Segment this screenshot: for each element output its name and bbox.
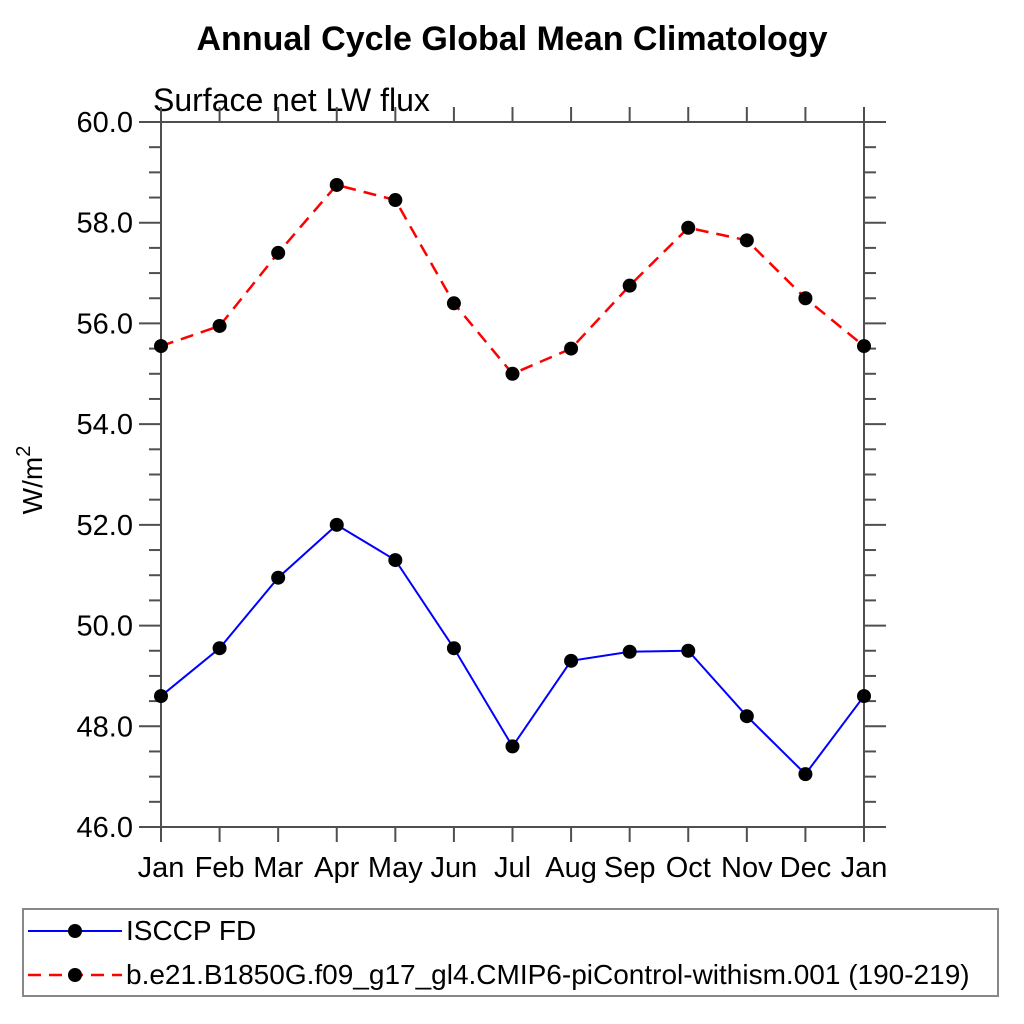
x-tick-label: Apr xyxy=(314,852,359,884)
legend-row-isccp: ISCCP FD xyxy=(24,911,997,951)
data-point-marker xyxy=(271,245,286,260)
x-tick-label: Dec xyxy=(780,852,832,884)
data-point-marker xyxy=(388,193,403,208)
x-tick-label: May xyxy=(368,852,423,884)
series-line-1 xyxy=(160,183,865,376)
x-tick-label: Feb xyxy=(195,852,245,884)
x-tick-label: Jul xyxy=(494,852,531,884)
data-point-marker xyxy=(446,296,461,311)
data-point-marker xyxy=(857,339,871,354)
series-line-0 xyxy=(160,523,865,776)
data-point-marker xyxy=(212,318,227,333)
x-tick-label: Jan xyxy=(138,852,185,884)
y-tick-label: 60.0 xyxy=(77,107,133,139)
x-tick-label: Jan xyxy=(841,852,888,884)
data-point-marker xyxy=(798,291,813,306)
data-point-marker xyxy=(681,643,696,658)
x-tick-label: Oct xyxy=(666,852,711,884)
data-point-marker xyxy=(329,517,344,532)
x-tick-label: Mar xyxy=(253,852,303,884)
data-point-marker xyxy=(388,553,403,568)
y-tick-label: 56.0 xyxy=(77,308,133,340)
chart-title: Annual Cycle Global Mean Climatology xyxy=(196,20,828,58)
legend-box: ISCCP FD b.e21.B1850G.f09_g17_gl4.CMIP6-… xyxy=(22,908,999,997)
chart-subtitle: Surface net LW flux xyxy=(153,82,430,118)
legend-line-sample-model xyxy=(28,967,122,982)
data-point-marker xyxy=(154,339,168,354)
data-point-marker xyxy=(446,641,461,656)
data-point-marker xyxy=(505,739,520,754)
legend-line-sample-isccp xyxy=(28,923,122,938)
x-tick-label: Aug xyxy=(545,852,597,884)
data-point-marker xyxy=(622,278,637,293)
x-tick-label: Sep xyxy=(604,852,656,884)
y-tick-label: 48.0 xyxy=(77,711,133,743)
legend-label-isccp: ISCCP FD xyxy=(126,914,257,946)
y-tick-label: 54.0 xyxy=(77,409,133,441)
y-axis-unit-label: W/m2 xyxy=(13,446,48,515)
legend-row-model: b.e21.B1850G.f09_g17_gl4.CMIP6-piControl… xyxy=(24,955,997,995)
data-point-marker xyxy=(798,767,813,782)
data-point-marker xyxy=(681,220,696,235)
y-tick-label: 52.0 xyxy=(77,510,133,542)
y-tick-label: 50.0 xyxy=(77,611,133,643)
data-point-marker xyxy=(564,341,579,356)
data-point-marker xyxy=(622,644,637,659)
x-tick-label: Nov xyxy=(721,852,773,884)
data-point-marker xyxy=(739,709,754,724)
data-point-marker xyxy=(739,233,754,248)
data-point-marker xyxy=(505,366,520,381)
data-point-marker xyxy=(329,177,344,192)
data-point-marker xyxy=(271,570,286,585)
y-tick-label: 58.0 xyxy=(77,208,133,240)
data-point-marker xyxy=(154,689,168,704)
data-point-marker xyxy=(212,641,227,656)
data-point-marker xyxy=(857,689,871,704)
data-point-marker xyxy=(564,653,579,668)
legend-label-model: b.e21.B1850G.f09_g17_gl4.CMIP6-piControl… xyxy=(126,958,970,990)
y-tick-label: 46.0 xyxy=(77,812,133,844)
x-tick-label: Jun xyxy=(431,852,478,884)
